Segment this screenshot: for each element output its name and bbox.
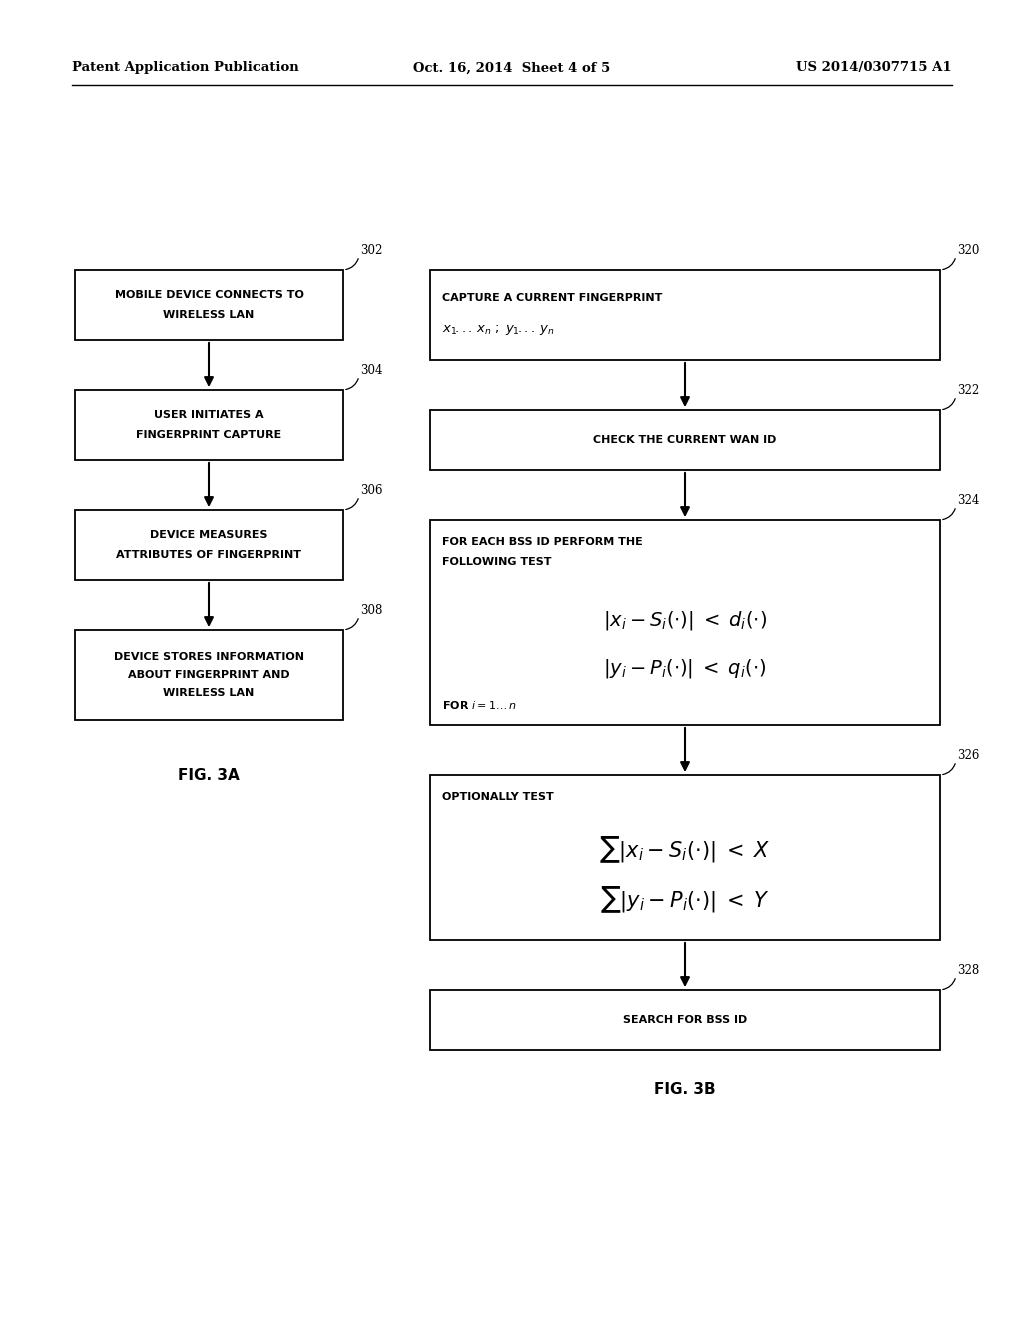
Text: FOLLOWING TEST: FOLLOWING TEST — [442, 557, 552, 568]
Text: ABOUT FINGERPRINT AND: ABOUT FINGERPRINT AND — [128, 671, 290, 680]
Text: 324: 324 — [957, 494, 979, 507]
Bar — [430, 411, 940, 470]
Text: SEARCH FOR BSS ID: SEARCH FOR BSS ID — [623, 1015, 748, 1026]
Bar — [75, 389, 343, 459]
Text: FIG. 3B: FIG. 3B — [654, 1082, 716, 1097]
Bar — [75, 510, 343, 579]
Text: 328: 328 — [957, 964, 979, 977]
Text: WIRELESS LAN: WIRELESS LAN — [164, 310, 255, 319]
Text: $\sum|x_i - S_i(\cdot)| \;<\; X$: $\sum|x_i - S_i(\cdot)| \;<\; X$ — [599, 834, 770, 866]
Text: $x_1\!...\,x_n\;;\;y_1\!...\,y_n$: $x_1\!...\,x_n\;;\;y_1\!...\,y_n$ — [442, 323, 555, 337]
Bar — [430, 990, 940, 1049]
Bar — [430, 520, 940, 725]
Text: Patent Application Publication: Patent Application Publication — [72, 62, 299, 74]
Text: 322: 322 — [957, 384, 979, 397]
Bar — [75, 271, 343, 341]
Text: ATTRIBUTES OF FINGERPRINT: ATTRIBUTES OF FINGERPRINT — [117, 550, 301, 560]
Text: FOR $i = 1\ldots\, n$: FOR $i = 1\ldots\, n$ — [442, 700, 516, 711]
Text: DEVICE MEASURES: DEVICE MEASURES — [151, 531, 267, 540]
Text: 326: 326 — [957, 748, 979, 762]
Text: 320: 320 — [957, 244, 979, 257]
Text: WIRELESS LAN: WIRELESS LAN — [164, 688, 255, 698]
Text: 304: 304 — [360, 364, 383, 378]
Text: CHECK THE CURRENT WAN ID: CHECK THE CURRENT WAN ID — [593, 436, 776, 445]
Text: $\sum|y_i - P_i(\cdot)| \;<\; Y$: $\sum|y_i - P_i(\cdot)| \;<\; Y$ — [600, 884, 770, 915]
Bar — [75, 630, 343, 719]
Text: $|x_i - S_i(\cdot)| \;<\; d_i(\cdot)$: $|x_i - S_i(\cdot)| \;<\; d_i(\cdot)$ — [603, 609, 767, 631]
Bar — [430, 775, 940, 940]
Text: US 2014/0307715 A1: US 2014/0307715 A1 — [797, 62, 952, 74]
Text: DEVICE STORES INFORMATION: DEVICE STORES INFORMATION — [114, 652, 304, 663]
Text: $|y_i - P_i(\cdot)| \;<\; q_i(\cdot)$: $|y_i - P_i(\cdot)| \;<\; q_i(\cdot)$ — [603, 656, 767, 680]
Text: MOBILE DEVICE CONNECTS TO: MOBILE DEVICE CONNECTS TO — [115, 290, 303, 300]
Text: 306: 306 — [360, 484, 383, 498]
Text: FOR EACH BSS ID PERFORM THE: FOR EACH BSS ID PERFORM THE — [442, 537, 643, 546]
Text: Oct. 16, 2014  Sheet 4 of 5: Oct. 16, 2014 Sheet 4 of 5 — [414, 62, 610, 74]
Text: CAPTURE A CURRENT FINGERPRINT: CAPTURE A CURRENT FINGERPRINT — [442, 293, 663, 304]
Text: OPTIONALLY TEST: OPTIONALLY TEST — [442, 792, 554, 803]
Text: USER INITIATES A: USER INITIATES A — [155, 411, 264, 420]
Text: FINGERPRINT CAPTURE: FINGERPRINT CAPTURE — [136, 430, 282, 440]
Text: 302: 302 — [360, 244, 382, 257]
Text: FIG. 3A: FIG. 3A — [178, 767, 240, 783]
Bar — [430, 271, 940, 360]
Text: 308: 308 — [360, 605, 382, 616]
